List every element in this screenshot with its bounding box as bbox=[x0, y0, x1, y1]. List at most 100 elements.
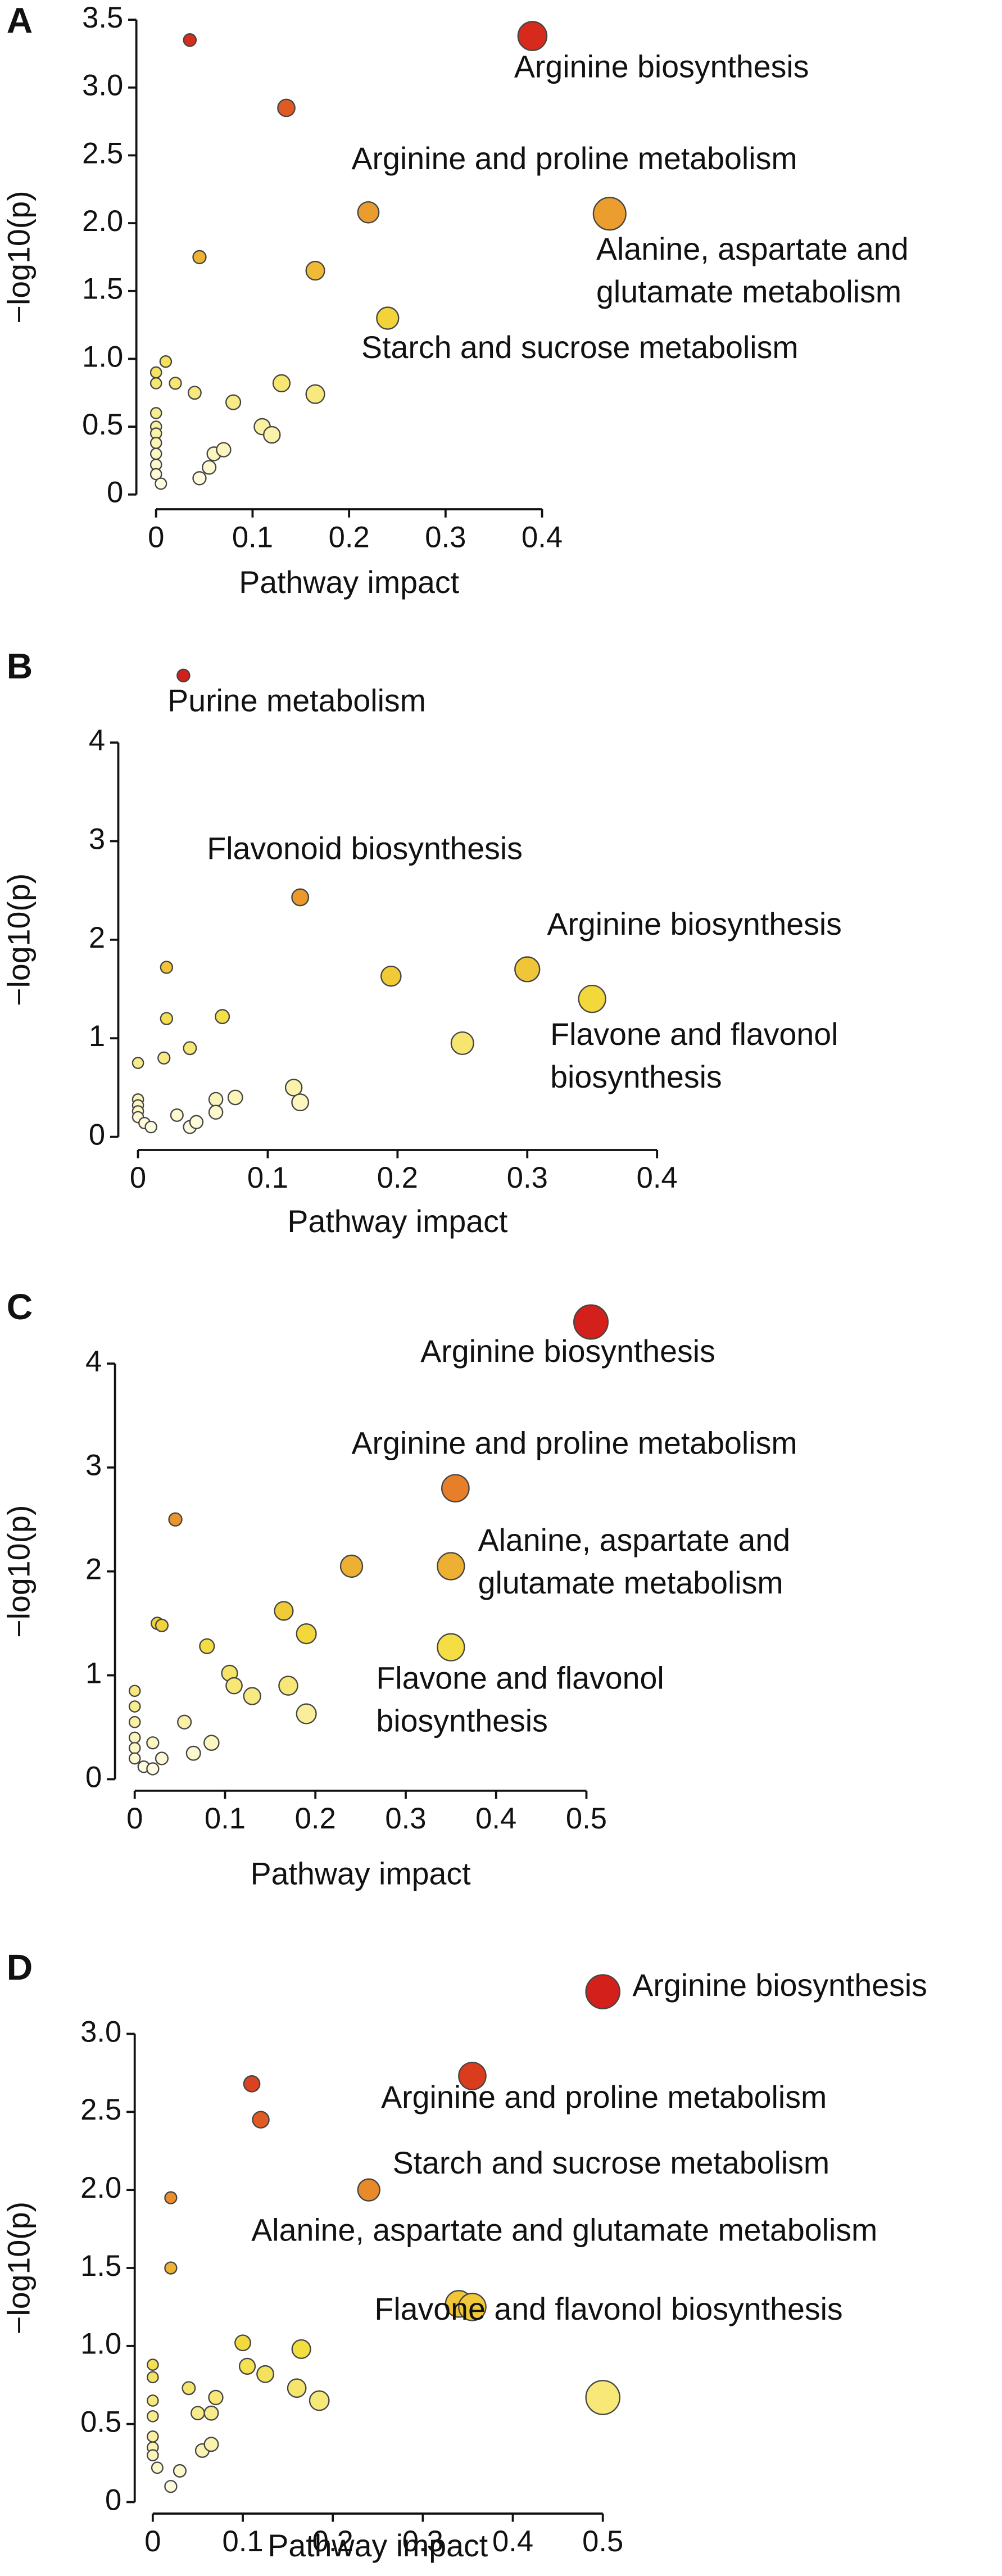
pathway-point bbox=[160, 1012, 174, 1025]
pathway-point bbox=[147, 2394, 159, 2407]
pathway-point bbox=[238, 2357, 256, 2375]
pathway-point bbox=[216, 442, 232, 458]
y-axis-label: −log10(p) bbox=[2, 191, 37, 323]
y-tick-label: 0 bbox=[85, 1760, 102, 1794]
pathway-point bbox=[147, 2449, 159, 2461]
pathway-point bbox=[164, 2191, 178, 2204]
x-tick-label: 0 bbox=[144, 2525, 161, 2558]
panel-label: A bbox=[7, 0, 33, 40]
y-tick-label: 2.0 bbox=[82, 205, 123, 238]
y-tick-label: 1.0 bbox=[80, 2328, 121, 2361]
y-tick-label: 1.5 bbox=[82, 273, 123, 306]
pathway-point bbox=[252, 2111, 270, 2129]
pathway-point bbox=[263, 425, 281, 444]
pathway-point bbox=[437, 1633, 465, 1662]
y-tick-label: 3 bbox=[85, 1449, 102, 1482]
pathway-point bbox=[155, 1751, 169, 1765]
y-tick-label: 2.5 bbox=[82, 137, 123, 170]
pathway-point bbox=[202, 460, 217, 475]
pathway-point bbox=[227, 1089, 243, 1106]
panel-label: D bbox=[7, 1947, 33, 1988]
y-tick-label: 2 bbox=[85, 1553, 102, 1586]
pathway-point bbox=[585, 1974, 620, 2009]
annotation: Purine metabolism bbox=[167, 683, 426, 718]
pathway-point bbox=[192, 471, 207, 486]
pathway-point bbox=[203, 2437, 219, 2452]
pathway-point bbox=[185, 1745, 201, 1761]
pathway-point bbox=[215, 1009, 230, 1025]
pathway-point bbox=[305, 384, 325, 404]
pathway-point bbox=[225, 394, 242, 410]
pathway-point bbox=[380, 965, 402, 987]
y-tick-label: 3.0 bbox=[80, 2015, 121, 2048]
pathway-point bbox=[177, 1714, 192, 1730]
pathway-point bbox=[159, 355, 173, 368]
pathway-point bbox=[168, 1512, 183, 1527]
pathway-point bbox=[376, 306, 400, 330]
pathway-point bbox=[176, 668, 191, 683]
x-axis-label: Pathway impact bbox=[239, 565, 459, 600]
pathway-point bbox=[182, 2381, 196, 2396]
pathway-point bbox=[151, 2461, 164, 2474]
pathway-point bbox=[128, 1752, 141, 1765]
pathway-point bbox=[191, 2406, 205, 2421]
x-axis-label: Pathway impact bbox=[287, 1204, 507, 1239]
pathway-point bbox=[305, 260, 325, 281]
pathway-point bbox=[296, 1623, 317, 1645]
x-tick-label: 0.1 bbox=[205, 1802, 246, 1835]
y-tick-label: 3.0 bbox=[82, 69, 123, 102]
pathway-point bbox=[203, 1735, 220, 1751]
pathway-point bbox=[128, 1742, 141, 1754]
pathway-point bbox=[128, 1685, 141, 1697]
pathway-point bbox=[517, 21, 548, 51]
pathway-point bbox=[573, 1304, 609, 1340]
y-tick-label: 3.5 bbox=[82, 1, 123, 34]
pathway-point bbox=[514, 956, 541, 983]
pathway-point bbox=[189, 1115, 204, 1129]
pathway-point bbox=[578, 984, 606, 1013]
pathway-point bbox=[183, 1041, 197, 1056]
pathway-point bbox=[149, 468, 162, 481]
pathway-point bbox=[187, 386, 202, 400]
annotation: Arginine biosynthesis bbox=[514, 49, 809, 84]
annotation: biosynthesis bbox=[376, 1704, 547, 1739]
annotation: Flavone and flavonol bbox=[550, 1017, 838, 1052]
y-tick-label: 0 bbox=[105, 2483, 121, 2516]
pathway-point bbox=[164, 2261, 178, 2275]
pathway-point bbox=[234, 2334, 251, 2352]
x-tick-label: 0.2 bbox=[377, 1161, 418, 1194]
pathway-point bbox=[203, 2405, 219, 2421]
annotation: Arginine and proline metabolism bbox=[352, 1426, 797, 1461]
y-tick-label: 0 bbox=[89, 1118, 105, 1151]
pathway-point bbox=[155, 477, 167, 490]
pathway-point bbox=[169, 377, 182, 390]
pathway-point bbox=[128, 1715, 141, 1728]
x-tick-label: 0.2 bbox=[312, 2525, 353, 2558]
pathway-point bbox=[149, 407, 162, 419]
annotation: Starch and sucrose metabolism bbox=[393, 2145, 830, 2180]
x-axis-label: Pathway impact bbox=[267, 2528, 488, 2563]
y-tick-label: 4 bbox=[89, 724, 105, 757]
annotation: Alanine, aspartate and bbox=[596, 232, 909, 266]
pathway-point bbox=[208, 2389, 224, 2406]
y-tick-label: 1.0 bbox=[82, 340, 123, 373]
x-tick-label: 0.1 bbox=[247, 1161, 288, 1194]
pathway-point bbox=[149, 366, 162, 379]
pathway-point bbox=[225, 1677, 243, 1695]
pathway-point bbox=[441, 1474, 470, 1503]
pathway-point bbox=[173, 2464, 187, 2478]
annotation: glutamate metabolism bbox=[478, 1565, 783, 1600]
y-tick-label: 0 bbox=[107, 476, 123, 509]
pathway-point bbox=[149, 377, 162, 390]
y-tick-label: 2 bbox=[89, 921, 105, 954]
annotation: Arginine and proline metabolism bbox=[381, 2080, 827, 2115]
pathway-point bbox=[183, 33, 197, 47]
pathway-point bbox=[291, 2339, 311, 2359]
pathway-point bbox=[164, 2480, 178, 2493]
pathway-point bbox=[155, 1618, 169, 1632]
pathway-point bbox=[450, 1031, 474, 1056]
pathway-point bbox=[147, 2371, 159, 2384]
y-tick-label: 1.5 bbox=[80, 2249, 121, 2283]
pathway-point bbox=[278, 1676, 298, 1696]
x-tick-label: 0.5 bbox=[582, 2525, 623, 2558]
